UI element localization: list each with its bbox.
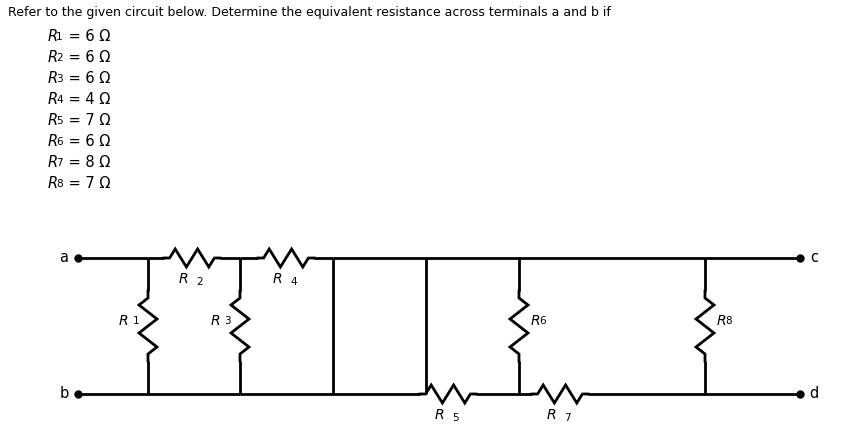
Text: 7: 7 (564, 413, 571, 423)
Text: 7: 7 (56, 158, 62, 168)
Text: 5: 5 (56, 116, 62, 126)
Text: R: R (531, 314, 540, 328)
Text: 1: 1 (132, 316, 139, 326)
Text: Refer to the given circuit below. Determine the equivalent resistance across ter: Refer to the given circuit below. Determ… (8, 6, 611, 19)
Text: R: R (48, 92, 58, 107)
Text: 2: 2 (196, 277, 202, 287)
Text: = 4 Ω: = 4 Ω (64, 92, 110, 107)
Text: 4: 4 (56, 95, 62, 105)
Text: R: R (48, 29, 58, 44)
Text: = 6 Ω: = 6 Ω (64, 71, 110, 86)
Text: R: R (717, 314, 727, 328)
Text: = 6 Ω: = 6 Ω (64, 50, 110, 65)
Text: R: R (48, 50, 58, 65)
Text: = 8 Ω: = 8 Ω (64, 155, 110, 170)
Text: R: R (48, 176, 58, 191)
Text: 4: 4 (290, 277, 297, 287)
Text: 8: 8 (56, 179, 62, 189)
Text: b: b (59, 386, 68, 401)
Text: 1: 1 (56, 32, 62, 42)
Text: R: R (546, 408, 556, 422)
Text: R: R (118, 314, 128, 328)
Text: d: d (809, 386, 819, 401)
Text: 3: 3 (224, 316, 231, 326)
Text: c: c (810, 250, 818, 266)
Text: R: R (48, 113, 58, 128)
Text: R: R (48, 134, 58, 149)
Text: = 6 Ω: = 6 Ω (64, 29, 110, 44)
Text: R: R (48, 155, 58, 170)
Text: R: R (211, 314, 220, 328)
Text: R: R (179, 272, 188, 286)
Text: = 7 Ω: = 7 Ω (64, 176, 110, 191)
Text: 2: 2 (56, 53, 62, 63)
Text: 3: 3 (56, 74, 62, 84)
Text: 5: 5 (452, 413, 459, 423)
Text: = 6 Ω: = 6 Ω (64, 134, 110, 149)
Text: R: R (48, 71, 58, 86)
Text: a: a (60, 250, 68, 266)
Text: R: R (272, 272, 282, 286)
Text: 6: 6 (539, 316, 545, 326)
Text: = 7 Ω: = 7 Ω (64, 113, 110, 128)
Text: R: R (434, 408, 444, 422)
Text: 6: 6 (56, 137, 62, 147)
Text: 8: 8 (725, 316, 732, 326)
